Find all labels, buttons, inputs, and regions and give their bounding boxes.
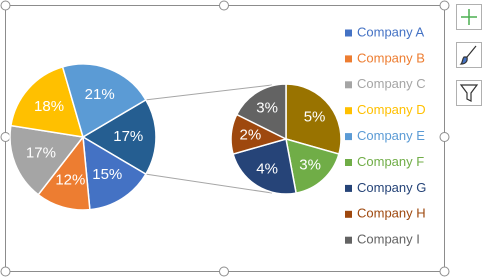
legend-label: Company A: [357, 24, 425, 39]
chart-styles-button[interactable]: [456, 42, 482, 68]
handle[interactable]: [0, 0, 11, 11]
legend-swatch: [345, 29, 352, 37]
pie-slice: [10, 65, 85, 138]
chart-filters-button[interactable]: [456, 80, 482, 106]
data-label: 17%: [113, 128, 143, 145]
legend-label: Company H: [357, 206, 426, 221]
handle[interactable]: [219, 0, 229, 11]
connector-line: [145, 84, 273, 101]
legend-label: Company C: [357, 76, 426, 91]
data-label: 3%: [299, 156, 321, 173]
legend-swatch: [345, 210, 352, 218]
legend-label: Company G: [357, 180, 426, 195]
handle[interactable]: [0, 132, 11, 142]
legend-label: Company E: [357, 128, 425, 143]
pie-slice: [81, 98, 157, 176]
connector-line: [145, 173, 273, 194]
legend-label: Company F: [357, 154, 424, 169]
legend-label: Company I: [357, 232, 420, 247]
pie-slice: [82, 135, 147, 211]
data-label: 12%: [55, 171, 85, 188]
handle[interactable]: [0, 266, 11, 277]
legend-swatch: [345, 184, 352, 192]
data-label: 21%: [85, 86, 115, 103]
legend-swatch: [345, 55, 352, 63]
pie-slice: [235, 83, 287, 141]
legend-swatch: [345, 81, 352, 89]
pie-slice: [285, 83, 342, 155]
chart-elements-button[interactable]: [456, 4, 482, 30]
handle[interactable]: [219, 266, 229, 277]
pie-slice: [9, 124, 85, 196]
legend-swatch: [345, 133, 352, 141]
data-label: 3%: [256, 100, 278, 117]
legend-swatch: [345, 159, 352, 166]
handle[interactable]: [439, 132, 450, 142]
legend-swatch: [345, 107, 352, 115]
legend-swatch: [345, 236, 352, 244]
data-label: 2%: [240, 127, 262, 144]
handle[interactable]: [439, 0, 450, 11]
data-label: 18%: [34, 98, 64, 115]
data-label: 4%: [256, 160, 278, 177]
handle[interactable]: [439, 266, 450, 277]
resize-handles: [0, 0, 450, 277]
data-label: 5%: [304, 108, 326, 125]
data-label: 17%: [26, 145, 56, 162]
pie-slice: [285, 137, 340, 194]
legend-label: Company D: [357, 102, 426, 117]
data-label: 15%: [92, 166, 122, 183]
pie-slice: [232, 138, 297, 195]
legend-label: Company B: [357, 50, 425, 65]
pie-slice: [61, 63, 147, 139]
